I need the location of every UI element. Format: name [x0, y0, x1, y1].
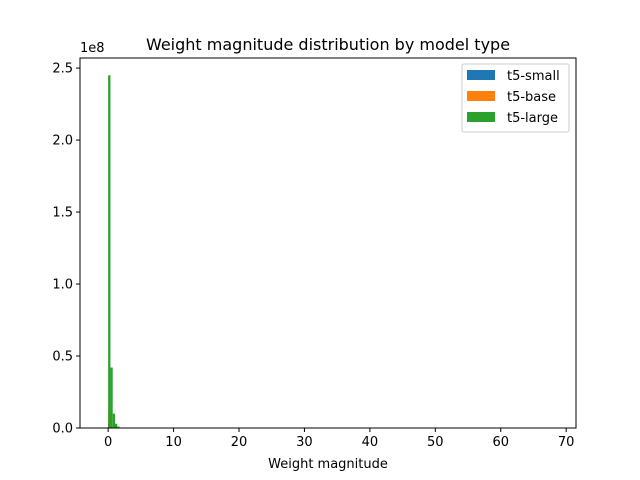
legend: t5-small t5-base t5-large — [461, 63, 570, 133]
x-tick-label: 40 — [362, 435, 379, 450]
y-tick-label: 2.5 — [52, 62, 73, 77]
histogram-bar-t5-large-4 — [117, 426, 120, 428]
legend-swatch-t5-large — [467, 112, 495, 122]
y-tick-label: 1.0 — [52, 278, 73, 293]
legend-label-t5-large: t5-large — [507, 111, 558, 126]
y-tick-label: 0.0 — [52, 422, 73, 437]
legend-swatch-t5-base — [467, 91, 495, 101]
bars-layer — [108, 75, 122, 428]
y-axis-offset-label: 1e8 — [80, 41, 105, 56]
legend-label-t5-small: t5-small — [507, 69, 560, 84]
histogram-bar-t5-large-3 — [115, 423, 118, 428]
x-tick-label: 60 — [492, 435, 509, 450]
x-tick-label: 10 — [165, 435, 182, 450]
chart-title: Weight magnitude distribution by model t… — [146, 35, 510, 54]
x-axis-ticks: 0 10 20 30 40 50 60 70 — [104, 428, 574, 450]
x-tick-label: 20 — [231, 435, 248, 450]
y-tick-label: 1.5 — [52, 206, 73, 221]
y-tick-label: 0.5 — [52, 350, 73, 365]
legend-swatch-t5-small — [467, 70, 495, 80]
legend-label-t5-base: t5-base — [507, 90, 556, 105]
x-tick-label: 30 — [296, 435, 313, 450]
y-tick-label: 2.0 — [52, 134, 73, 149]
histogram-bar-t5-large-0 — [108, 75, 111, 428]
plot-frame — [79, 57, 577, 429]
x-axis-label: Weight magnitude — [268, 457, 388, 472]
y-axis-ticks: 0.0 0.5 1.0 1.5 2.0 2.5 — [52, 62, 80, 437]
x-tick-label: 50 — [427, 435, 444, 450]
x-tick-label: 0 — [104, 435, 112, 450]
x-tick-label: 70 — [558, 435, 575, 450]
histogram-bar-t5-large-1 — [110, 367, 113, 428]
histogram-bar-t5-large-2 — [112, 413, 116, 428]
